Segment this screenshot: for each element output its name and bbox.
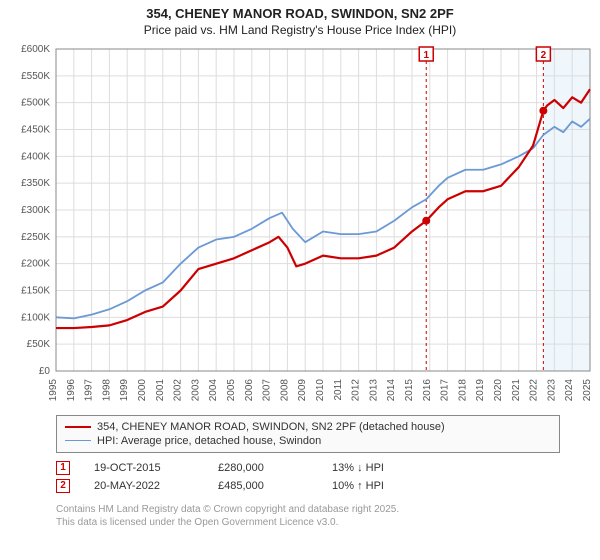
svg-text:£200K: £200K: [21, 259, 50, 270]
svg-text:2000: 2000: [137, 378, 148, 401]
sale-date: 20-MAY-2022: [94, 480, 194, 492]
svg-text:2003: 2003: [190, 378, 201, 401]
svg-text:2018: 2018: [457, 378, 468, 401]
svg-text:£600K: £600K: [21, 44, 50, 55]
svg-text:2023: 2023: [546, 378, 557, 401]
sales-table: 1 19-OCT-2015 £280,000 13% ↓ HPI 2 20-MAY-202…: [56, 459, 560, 495]
svg-text:1995: 1995: [48, 378, 59, 401]
svg-text:2006: 2006: [244, 378, 255, 401]
svg-text:£50K: £50K: [27, 339, 51, 350]
svg-text:2011: 2011: [333, 378, 344, 400]
sale-diff: 13% ↓ HPI: [332, 462, 422, 474]
svg-text:2005: 2005: [226, 378, 237, 401]
svg-text:£0: £0: [39, 366, 51, 377]
svg-text:2010: 2010: [315, 378, 326, 401]
svg-text:2008: 2008: [279, 378, 290, 401]
chart-container: 354, CHENEY MANOR ROAD, SWINDON, SN2 2PF…: [0, 0, 600, 560]
sale-marker-icon: 1: [56, 461, 70, 475]
legend-label: HPI: Average price, detached house, Swin…: [97, 435, 321, 447]
svg-text:1996: 1996: [66, 378, 77, 401]
chart-subtitle: Price paid vs. HM Land Registry's House …: [0, 23, 600, 37]
svg-text:£500K: £500K: [21, 98, 50, 109]
sale-row: 1 19-OCT-2015 £280,000 13% ↓ HPI: [56, 459, 560, 477]
svg-text:£100K: £100K: [21, 312, 50, 323]
footer-line-2: This data is licensed under the Open Gov…: [56, 516, 560, 529]
svg-text:£550K: £550K: [21, 71, 50, 82]
sale-price: £280,000: [218, 462, 308, 474]
svg-text:2015: 2015: [404, 378, 415, 401]
svg-text:1999: 1999: [119, 378, 130, 401]
svg-text:2004: 2004: [208, 378, 219, 401]
sale-marker-icon: 2: [56, 479, 70, 493]
svg-text:2001: 2001: [155, 378, 166, 401]
chart-svg: £0 £50K £100K £150K £200K £250K £300K £350K £400…: [0, 41, 600, 411]
svg-text:2025: 2025: [582, 378, 593, 401]
svg-text:2002: 2002: [173, 378, 184, 401]
svg-text:2007: 2007: [262, 378, 273, 401]
svg-text:£300K: £300K: [21, 205, 50, 216]
svg-text:£450K: £450K: [21, 124, 50, 135]
footer-line-1: Contains HM Land Registry data © Crown c…: [56, 503, 560, 516]
svg-text:1998: 1998: [101, 378, 112, 401]
svg-text:2021: 2021: [511, 378, 522, 401]
svg-text:2013: 2013: [368, 378, 379, 401]
sale-row: 2 20-MAY-2022 £485,000 10% ↑ HPI: [56, 477, 560, 495]
legend: 354, CHENEY MANOR ROAD, SWINDON, SN2 2PF…: [56, 415, 560, 453]
svg-text:2: 2: [541, 50, 547, 61]
svg-text:2024: 2024: [564, 378, 575, 401]
svg-text:2012: 2012: [351, 378, 362, 401]
svg-text:2019: 2019: [475, 378, 486, 401]
svg-text:2014: 2014: [386, 378, 397, 401]
svg-text:£350K: £350K: [21, 178, 50, 189]
legend-swatch: [65, 440, 91, 441]
svg-text:1: 1: [423, 50, 429, 61]
svg-text:£150K: £150K: [21, 285, 50, 296]
sale-date: 19-OCT-2015: [94, 462, 194, 474]
footer-attribution: Contains HM Land Registry data © Crown c…: [56, 503, 560, 529]
legend-swatch: [65, 426, 91, 428]
chart-title: 354, CHENEY MANOR ROAD, SWINDON, SN2 2PF: [0, 0, 600, 23]
legend-item: 354, CHENEY MANOR ROAD, SWINDON, SN2 2PF…: [65, 420, 551, 434]
svg-text:2009: 2009: [297, 378, 308, 401]
svg-text:2020: 2020: [493, 378, 504, 401]
legend-label: 354, CHENEY MANOR ROAD, SWINDON, SN2 2PF…: [97, 421, 445, 433]
svg-text:2016: 2016: [422, 378, 433, 401]
svg-text:2022: 2022: [529, 378, 540, 401]
svg-text:1997: 1997: [84, 378, 95, 401]
svg-text:£400K: £400K: [21, 151, 50, 162]
sale-diff: 10% ↑ HPI: [332, 480, 422, 492]
legend-item: HPI: Average price, detached house, Swin…: [65, 434, 551, 448]
svg-text:2017: 2017: [440, 378, 451, 401]
svg-text:£250K: £250K: [21, 232, 50, 243]
chart-plot-area: £0 £50K £100K £150K £200K £250K £300K £350K £400…: [0, 41, 600, 411]
sale-price: £485,000: [218, 480, 308, 492]
